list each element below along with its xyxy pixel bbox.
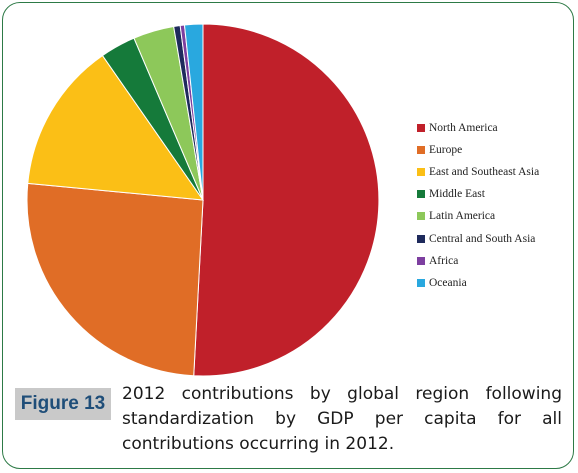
- legend-item: Europe: [417, 139, 567, 161]
- pie-slice-oceania: [183, 23, 204, 201]
- pie-slice-europe: [26, 182, 204, 377]
- legend-swatch: [417, 212, 425, 221]
- legend-swatch: [417, 256, 425, 265]
- legend-label: Africa: [429, 254, 459, 267]
- legend-label: Middle East: [429, 188, 485, 201]
- legend-swatch: [417, 124, 425, 133]
- legend-item: Africa: [417, 250, 567, 272]
- figure-label: Figure 13: [15, 388, 111, 420]
- legend-item: Latin America: [417, 205, 567, 227]
- pie-slice-east-and-southeast-asia: [27, 54, 205, 201]
- chart-area: [26, 23, 380, 377]
- legend-label: Latin America: [429, 210, 496, 223]
- pie-chart: [26, 23, 380, 377]
- figure-caption: Figure 13 2012 contributions by global r…: [15, 380, 563, 462]
- legend-item: North America: [417, 117, 567, 139]
- chart-legend: North America Europe East and Southeast As…: [417, 117, 567, 294]
- legend-swatch: [417, 146, 425, 155]
- legend-label: Europe: [429, 144, 463, 157]
- legend-swatch: [417, 234, 425, 243]
- legend-item: Middle East: [417, 183, 567, 205]
- legend-label: Oceania: [429, 276, 467, 289]
- legend-swatch: [417, 168, 425, 177]
- caption-text: 2012 contributions by global region foll…: [122, 384, 562, 454]
- legend-label: East and Southeast Asia: [429, 166, 540, 179]
- legend-item: Central and South Asia: [417, 227, 567, 249]
- legend-label: Central and South Asia: [429, 232, 536, 245]
- legend-swatch: [417, 190, 425, 199]
- legend-item: East and Southeast Asia: [417, 161, 567, 183]
- legend-item: Oceania: [417, 272, 567, 294]
- legend-label: North America: [429, 122, 498, 135]
- pie-slice-north-america: [193, 23, 380, 377]
- legend-swatch: [417, 278, 425, 287]
